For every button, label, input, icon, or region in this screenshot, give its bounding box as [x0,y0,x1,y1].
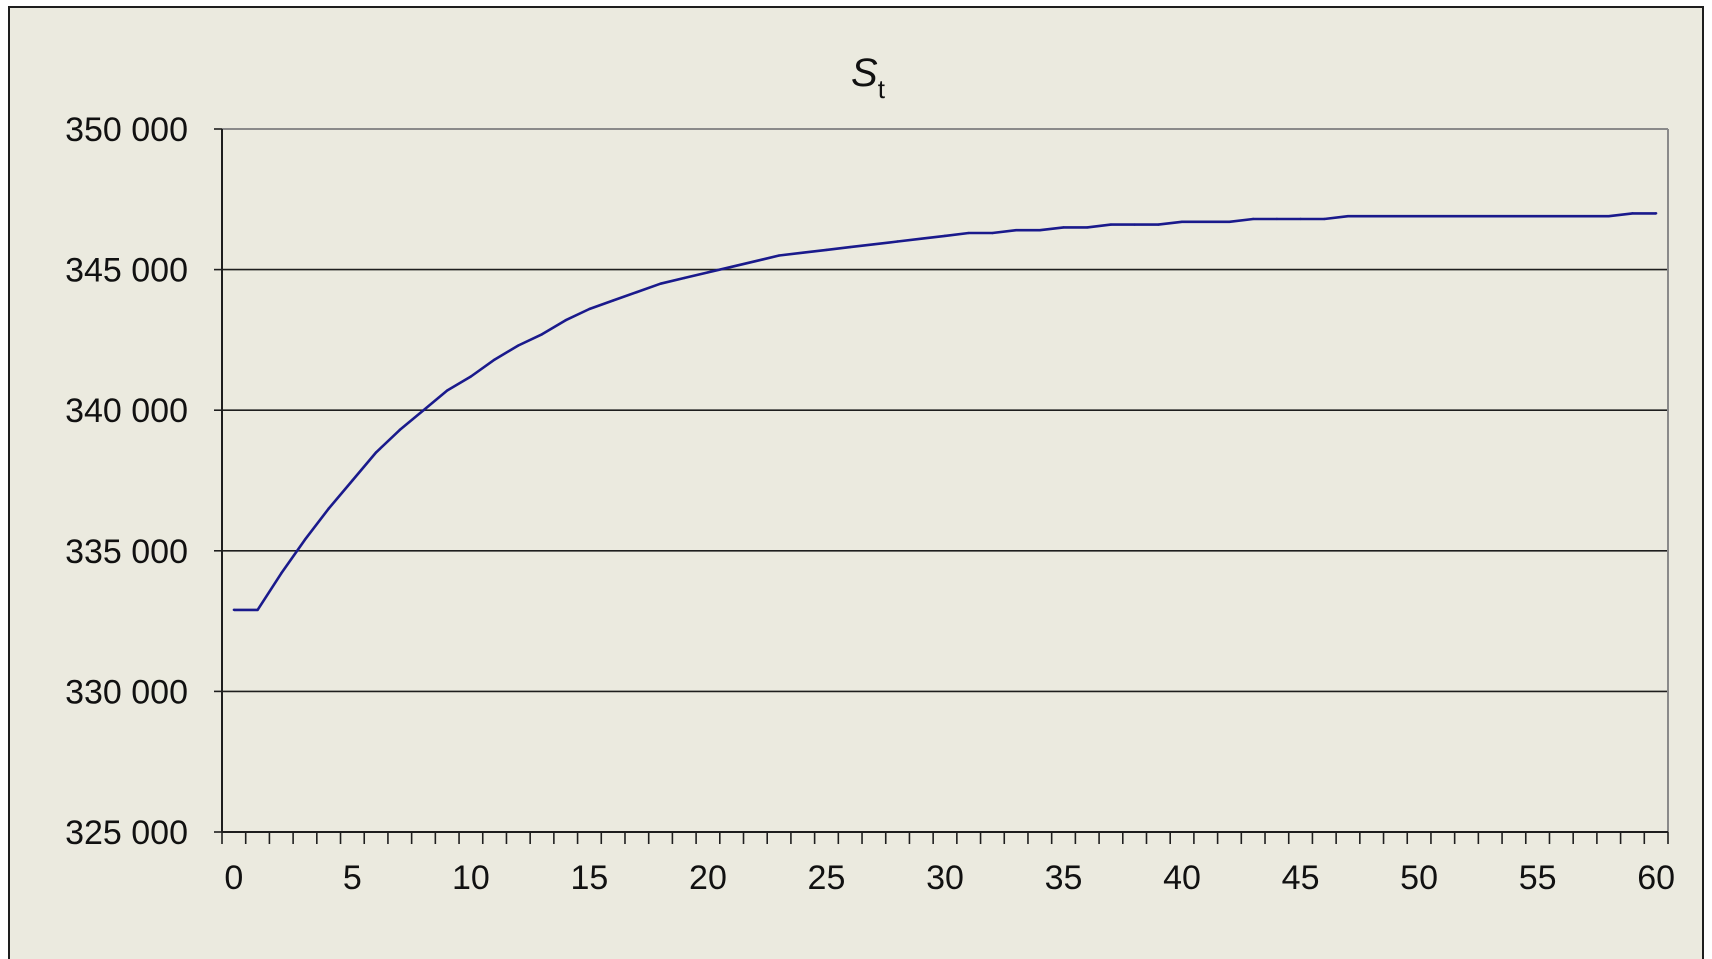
y-tick-label: 350 000 [65,111,188,149]
data-point [611,299,615,302]
labels-layer: 325 000 330 000 335 000 340 000 345 000 350 0… [65,111,1675,897]
data-point [777,254,781,257]
data-point [1251,217,1255,221]
data-point [588,307,591,311]
data-point [1323,217,1326,221]
data-point [1607,214,1610,218]
data-point [635,290,639,294]
x-tick-label: 30 [926,859,964,897]
data-point [1560,214,1563,218]
data-point [1204,220,1207,223]
data-point [1536,214,1539,218]
data-point [1086,226,1089,229]
x-tick-label: 40 [1163,859,1201,897]
data-point [1489,214,1492,218]
data-point [848,245,852,249]
chart-title: St [851,51,886,104]
data-point [540,333,544,336]
data-point [422,409,425,412]
data-point [1180,220,1184,223]
axes-layer [214,128,1669,844]
x-tick-label: 45 [1282,859,1320,897]
data-point [1275,217,1279,221]
data-point [1038,229,1042,232]
data-point [991,231,994,235]
data-point [517,344,520,347]
data-point [564,319,567,322]
x-tick-label: 10 [452,859,490,897]
x-tick-label: 15 [571,859,609,897]
data-point [1228,220,1231,223]
data-point [1109,223,1113,226]
x-tick-label: 0 [224,859,243,897]
x-tick-label: 25 [808,859,846,897]
data-point [683,276,686,280]
data-point [303,538,307,541]
chart-title-subscript: t [878,74,886,104]
data-point [232,608,236,612]
data-point [351,479,354,482]
data-point [1299,217,1302,221]
data-point [706,271,710,274]
data-point [659,282,662,285]
data-point [1583,214,1587,218]
y-tick-label: 325 000 [65,814,188,852]
data-point [445,389,449,392]
x-tick-label: 35 [1045,859,1083,897]
data-point [1133,223,1136,226]
x-tick-label: 50 [1400,859,1438,897]
data-point [1417,214,1421,218]
data-point [256,608,259,612]
x-tick-label: 55 [1519,859,1557,897]
data-point [825,248,828,252]
data-point [943,234,947,238]
grid-layer [222,128,1668,833]
x-tick-label: 20 [689,859,727,897]
data-point [493,358,496,361]
data-point [1157,223,1160,226]
data-point [469,375,473,378]
data-point [1654,212,1658,215]
data-point [896,240,899,243]
data-point [1014,229,1018,232]
data-point [920,237,923,240]
data-point [754,259,757,263]
y-tick-label: 345 000 [65,252,188,290]
data-point [1631,212,1634,215]
y-tick-label: 340 000 [65,392,188,430]
y-tick-label: 335 000 [65,533,188,571]
data-point [1394,214,1397,218]
data-point [1370,214,1373,218]
data-point [280,572,283,575]
data-point [967,231,970,235]
data-point [1465,214,1468,218]
x-tick-label: 60 [1637,859,1675,897]
y-tick-label: 330 000 [65,673,188,711]
data-point [398,428,401,432]
series-layer [232,212,1658,612]
data-point [374,451,378,454]
plot-area [222,129,1668,832]
data-point [872,243,876,246]
x-tick-label: 5 [343,859,362,897]
data-point [1062,226,1065,229]
data-point [801,251,804,254]
data-point [1512,214,1516,218]
data-point [730,265,733,268]
data-point [1441,214,1445,218]
chart-title-main: S [851,51,878,95]
data-point [327,507,330,510]
data-point [1346,214,1350,218]
